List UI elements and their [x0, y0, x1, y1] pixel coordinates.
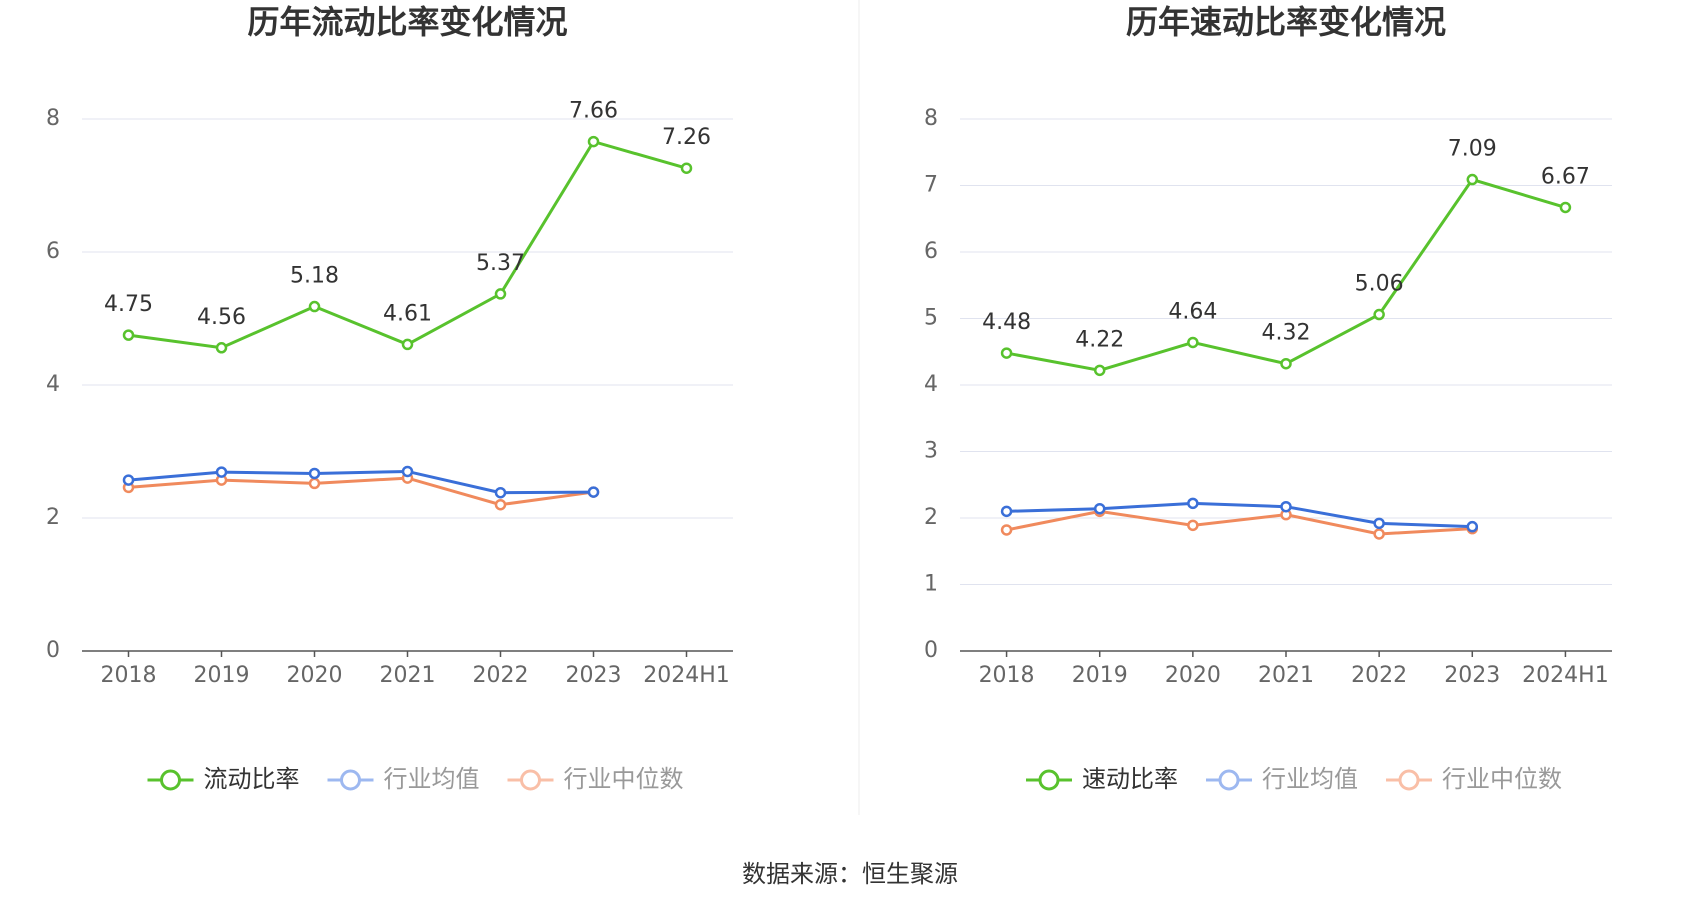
data-label: 4.75: [104, 292, 153, 317]
point: [1373, 517, 1385, 530]
legend-label: 行业均值: [384, 765, 480, 793]
point: [1280, 500, 1292, 513]
point: [122, 329, 135, 341]
data-label: 7.26: [662, 125, 711, 150]
point: [494, 498, 507, 511]
y-tick-label: 3: [924, 439, 938, 464]
x-tick-label: 2024H1: [1522, 663, 1609, 688]
point: [1000, 505, 1013, 518]
y-tick-label: 6: [46, 239, 60, 264]
y-tick-label: 8: [924, 106, 938, 131]
point: [1187, 336, 1199, 349]
legend-icon: [160, 769, 181, 791]
y-tick-label: 7: [924, 173, 938, 198]
series-line: [128, 476, 594, 507]
data-label: 4.56: [197, 305, 246, 330]
x-tick-label: 2022: [473, 663, 529, 688]
point: [215, 342, 228, 354]
data-label: 5.06: [1355, 272, 1404, 297]
chart-title: 历年流动比率变化情况: [247, 3, 567, 41]
point: [680, 162, 693, 174]
legend-label: 行业均值: [1262, 765, 1358, 793]
y-tick-label: 5: [924, 306, 938, 331]
y-tick-label: 0: [46, 638, 60, 663]
point: [122, 474, 135, 486]
x-tick-label: 2019: [1072, 663, 1128, 688]
data-label: 4.64: [1168, 299, 1217, 324]
x-tick-label: 2024H1: [643, 663, 730, 688]
point: [308, 477, 321, 490]
point: [1093, 364, 1106, 377]
source: 数据来源：恒生聚源: [742, 860, 958, 888]
data-label: 7.66: [569, 99, 618, 124]
data-label: 6.67: [1541, 164, 1590, 189]
legend-label: 行业中位数: [1442, 765, 1562, 793]
legend-label: 流动比率: [204, 765, 300, 793]
legend-icon: [340, 769, 361, 791]
y-tick-label: 6: [924, 239, 938, 264]
point: [1373, 528, 1385, 540]
point: [401, 465, 414, 478]
x-tick-label: 2023: [1444, 663, 1500, 688]
point: [1373, 308, 1385, 321]
x-tick-label: 2023: [566, 663, 622, 688]
legend-icon: [1218, 769, 1240, 791]
x-tick-label: 2021: [1258, 663, 1314, 688]
point: [1093, 502, 1106, 515]
point: [1280, 357, 1292, 370]
y-tick-label: 8: [46, 106, 60, 131]
series-line: [1006, 501, 1473, 529]
y-tick-label: 2: [46, 505, 60, 530]
point: [1000, 524, 1013, 536]
y-tick-label: 0: [924, 638, 938, 663]
legend-icon: [1398, 769, 1420, 791]
y-tick-label: 2: [924, 505, 938, 530]
point: [587, 135, 600, 148]
x-tick-label: 2018: [101, 663, 157, 688]
y-tick-label: 4: [924, 372, 938, 397]
data-label: 5.37: [476, 251, 525, 276]
x-tick-label: 2018: [979, 663, 1035, 688]
legend-label: 速动比率: [1082, 765, 1178, 793]
data-label: 5.18: [290, 264, 339, 289]
point: [401, 338, 414, 351]
point: [1559, 201, 1572, 214]
y-tick-label: 1: [924, 572, 938, 597]
data-label: 4.32: [1262, 321, 1311, 346]
point: [494, 288, 507, 300]
legend-label: 行业中位数: [564, 765, 684, 793]
data-label: 4.48: [982, 310, 1031, 335]
point: [1187, 497, 1199, 510]
series-line: [1006, 509, 1473, 536]
legend-icon: [520, 769, 541, 791]
y-tick-label: 4: [46, 372, 60, 397]
point: [1187, 519, 1199, 532]
point: [494, 486, 507, 499]
series-line: [128, 469, 594, 495]
point: [215, 466, 228, 478]
x-tick-label: 2020: [287, 663, 343, 688]
legend-icon: [1038, 769, 1060, 791]
data-label: 4.22: [1075, 327, 1124, 352]
point: [308, 300, 321, 313]
x-tick-label: 2020: [1165, 663, 1221, 688]
x-tick-label: 2021: [380, 663, 436, 688]
x-tick-label: 2019: [194, 663, 250, 688]
point: [1000, 347, 1013, 359]
data-label: 4.61: [383, 301, 432, 326]
point: [587, 486, 600, 498]
point: [1466, 173, 1479, 186]
point: [308, 467, 321, 480]
data-label: 7.09: [1448, 137, 1497, 162]
x-tick-label: 2022: [1351, 663, 1407, 688]
chart-title: 历年速动比率变化情况: [1126, 3, 1446, 41]
point: [1466, 520, 1479, 533]
